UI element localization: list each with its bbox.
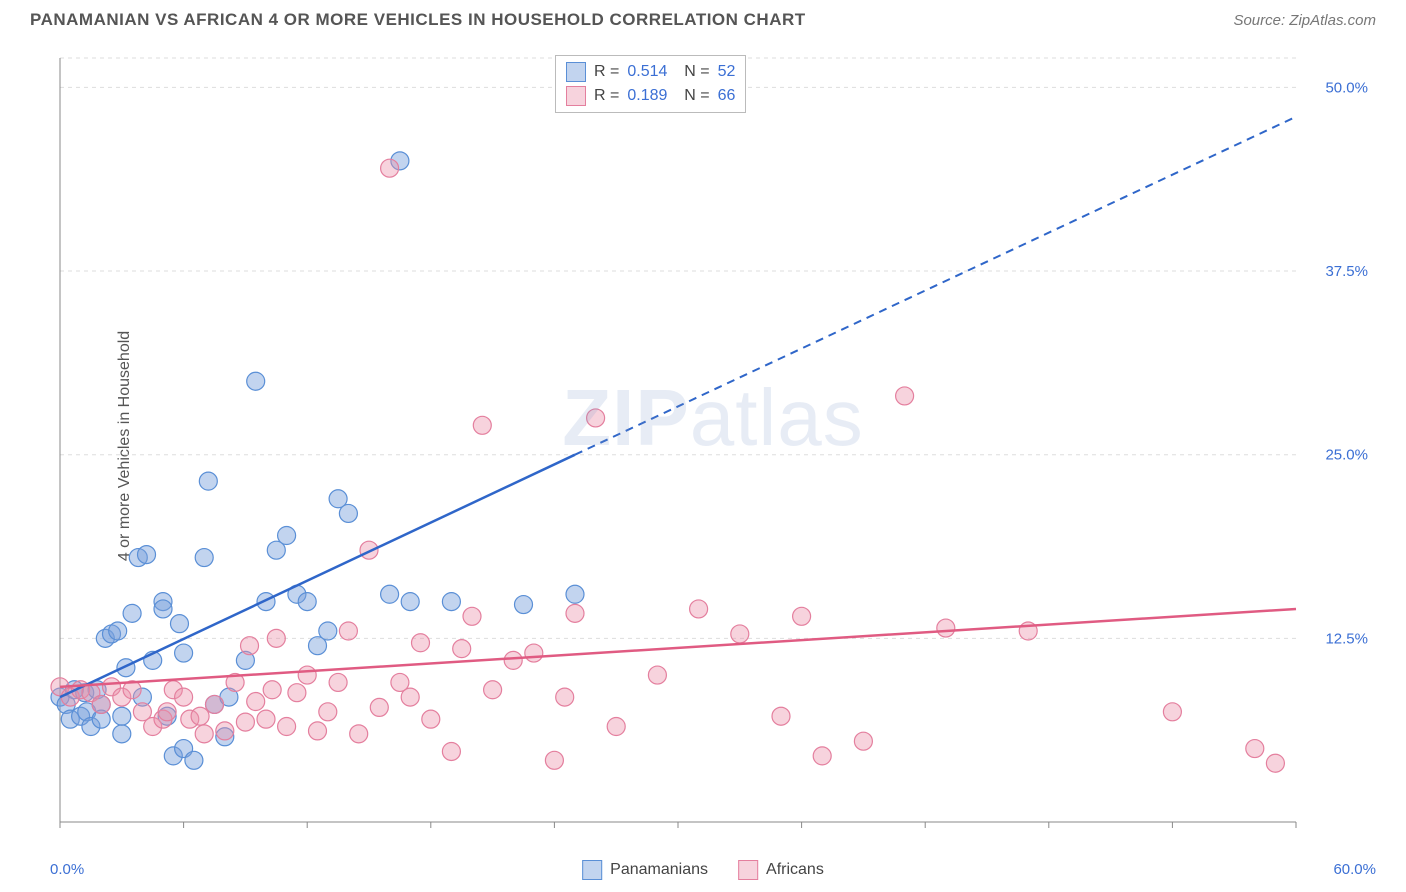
chart-area: 12.5%25.0%37.5%50.0% ZIPatlas bbox=[50, 48, 1376, 852]
x-min-label: 0.0% bbox=[50, 861, 84, 878]
svg-text:25.0%: 25.0% bbox=[1325, 447, 1368, 464]
n-value-africans: 66 bbox=[718, 87, 736, 105]
stats-row-panamanians: R = 0.514 N = 52 bbox=[566, 60, 735, 84]
swatch-africans bbox=[566, 86, 586, 106]
stats-row-africans: R = 0.189 N = 66 bbox=[566, 84, 735, 108]
scatter-chart: 12.5% 25.0% 37.5% 50.0% bbox=[50, 48, 1376, 852]
series-legend: Panamanians Africans bbox=[582, 860, 824, 880]
swatch-panamanians-icon bbox=[582, 860, 602, 880]
svg-text:12.5%: 12.5% bbox=[1325, 630, 1368, 647]
legend-item-panamanians: Panamanians bbox=[582, 860, 708, 880]
svg-text:50.0%: 50.0% bbox=[1325, 79, 1368, 96]
swatch-panamanians bbox=[566, 62, 586, 82]
chart-title: PANAMANIAN VS AFRICAN 4 OR MORE VEHICLES… bbox=[30, 10, 806, 30]
stats-legend: R = 0.514 N = 52 R = 0.189 N = 66 bbox=[555, 55, 746, 113]
source-label: Source: ZipAtlas.com bbox=[1233, 12, 1376, 29]
r-value-africans: 0.189 bbox=[627, 87, 667, 105]
svg-text:37.5%: 37.5% bbox=[1325, 263, 1368, 280]
r-value-panamanians: 0.514 bbox=[627, 63, 667, 81]
n-value-panamanians: 52 bbox=[718, 63, 736, 81]
x-max-label: 60.0% bbox=[1333, 861, 1376, 878]
swatch-africans-icon bbox=[738, 860, 758, 880]
legend-item-africans: Africans bbox=[738, 860, 824, 880]
